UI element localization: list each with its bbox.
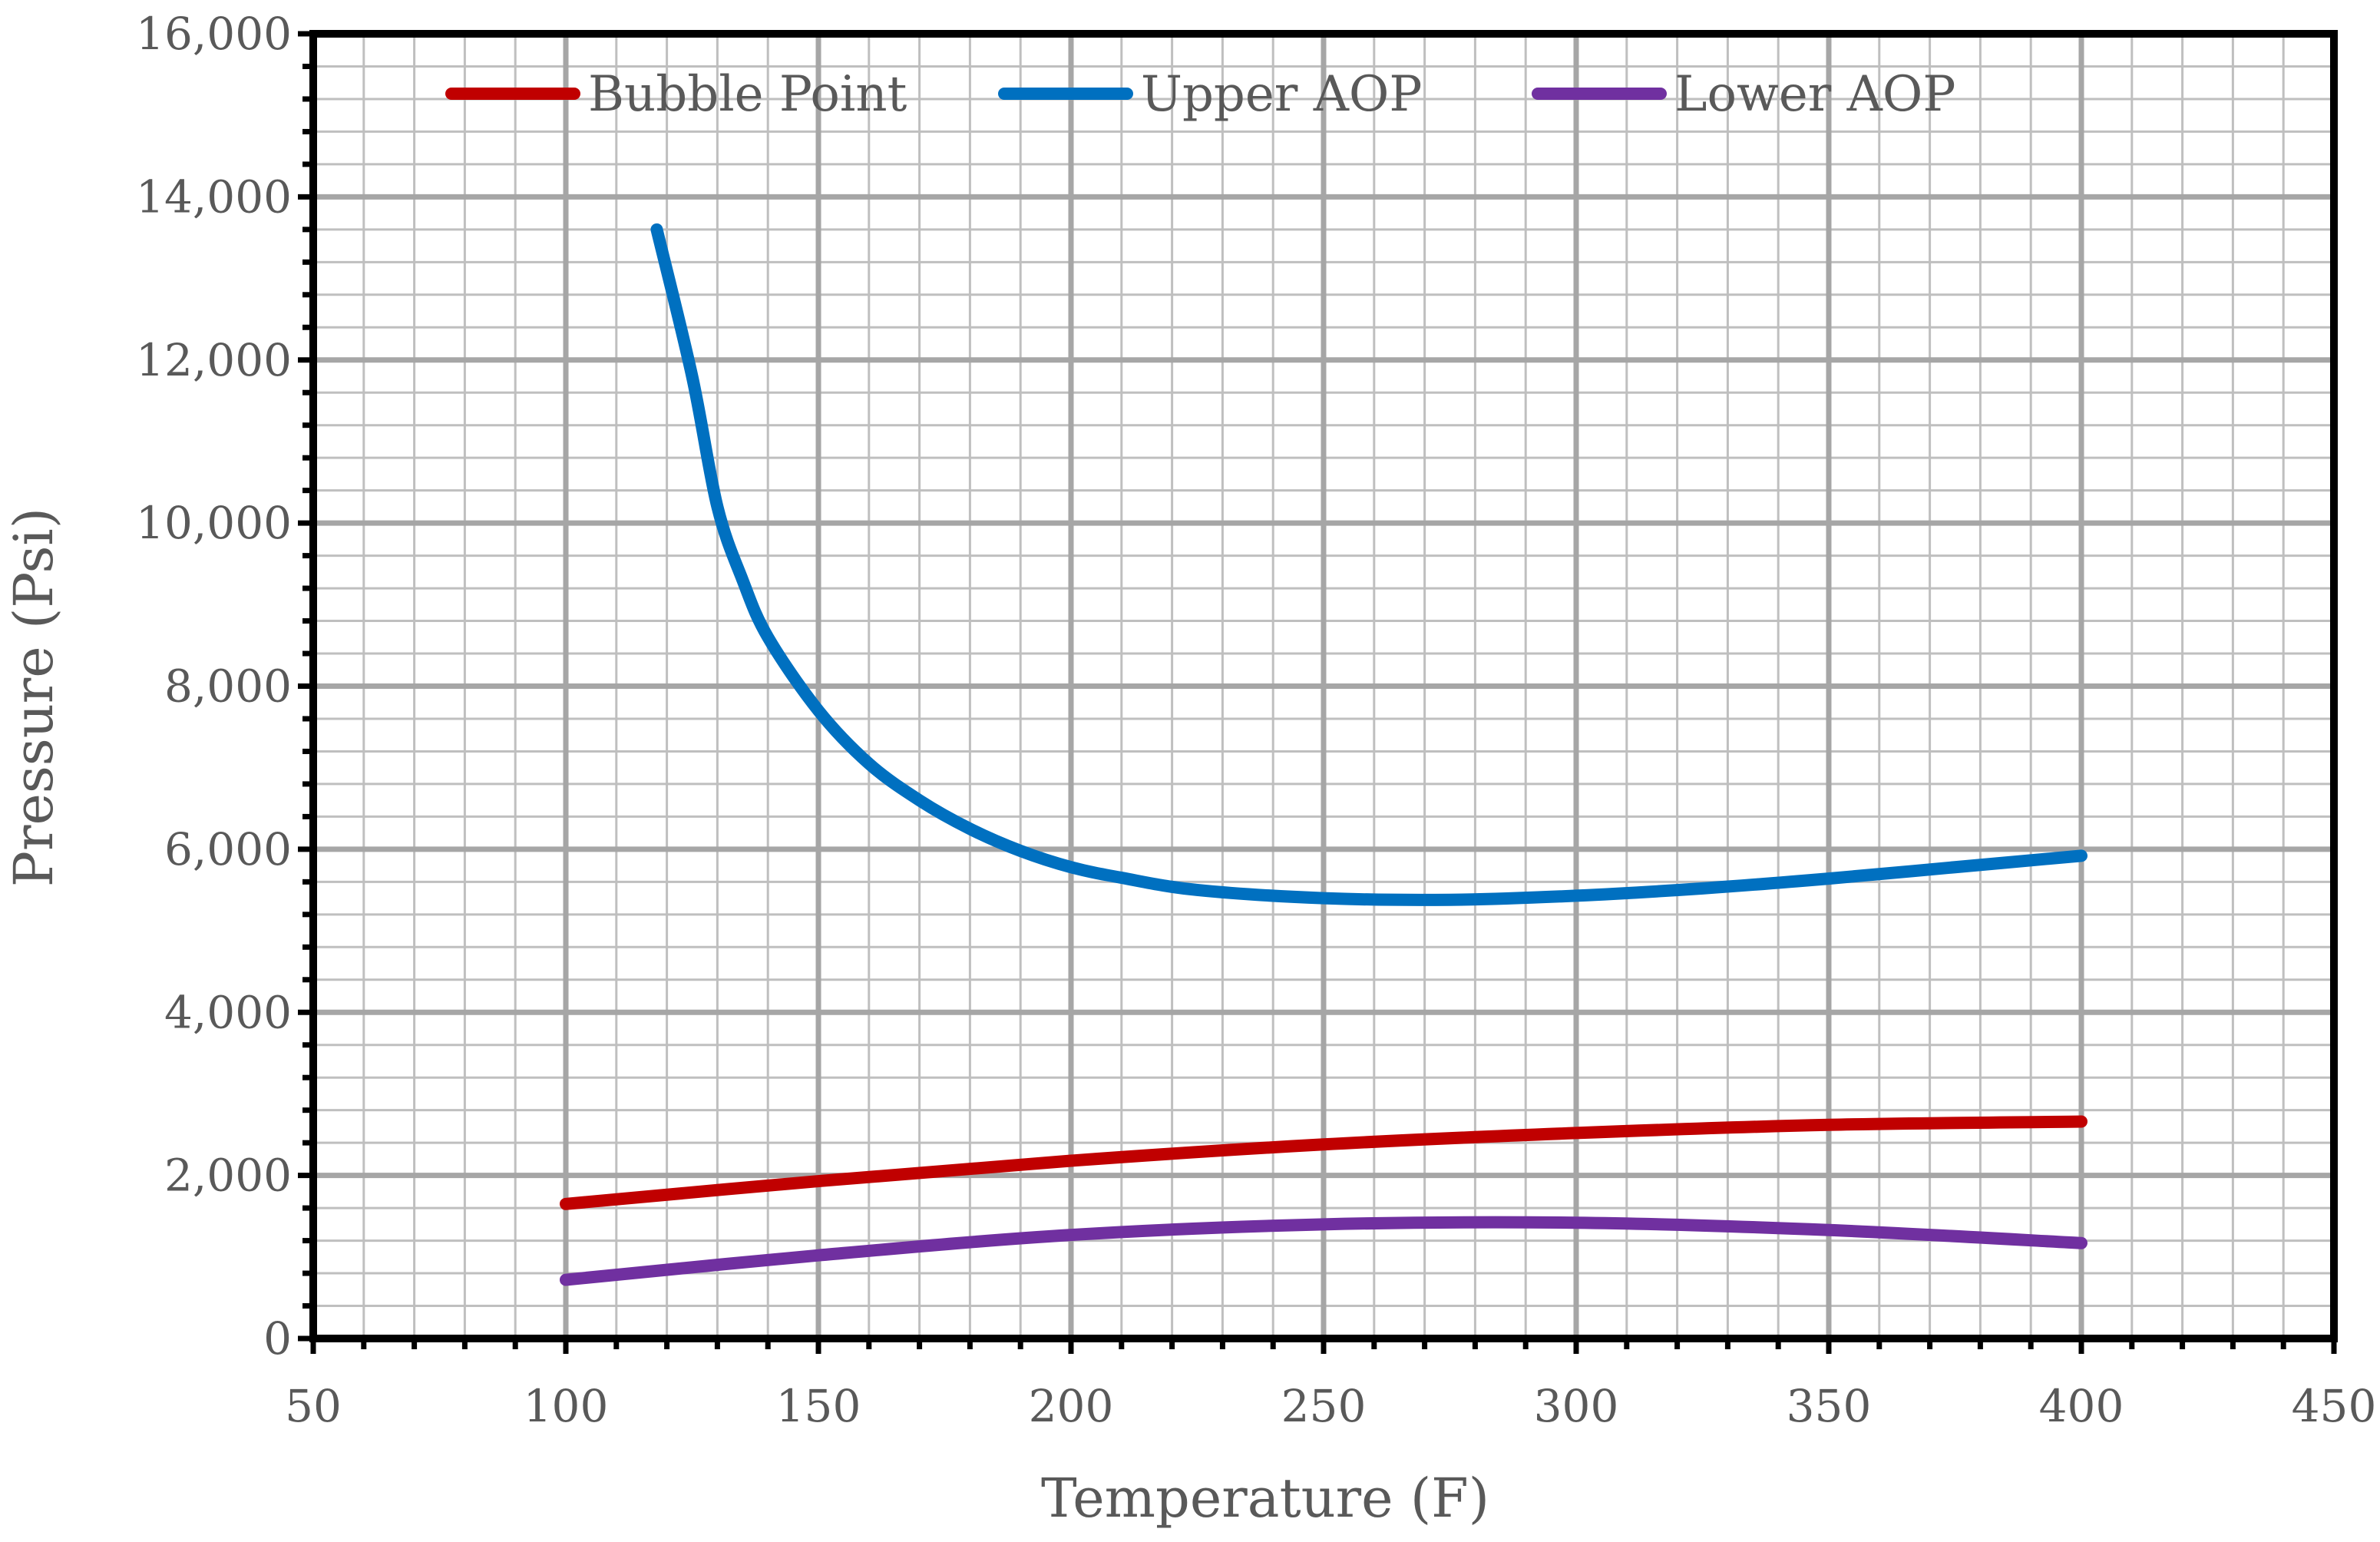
x-tick-label: 50 (285, 1380, 342, 1432)
y-axis-title: Pressure (Psi) (2, 508, 65, 887)
y-tick-label: 16,000 (136, 8, 292, 60)
axes-layer: 50 100 150 200 250 300 350 400 450 0 2,000 4,000 6,0… (136, 8, 2376, 1432)
legend: Bubble Point Upper AOP Lower AOP (445, 66, 1955, 123)
x-tick-label: 350 (1787, 1380, 1872, 1432)
legend-label-upper-aop: Upper AOP (1141, 66, 1422, 123)
y-tick-label: 14,000 (136, 170, 292, 223)
grid-major (313, 34, 2334, 1338)
x-tick-label: 200 (1029, 1380, 1114, 1432)
y-tick-label: 12,000 (136, 334, 292, 386)
y-tick-label: 4,000 (164, 986, 292, 1038)
x-tick-label: 300 (1534, 1380, 1619, 1432)
legend-label-lower-aop: Lower AOP (1674, 66, 1955, 123)
y-tick-label: 10,000 (136, 497, 292, 549)
y-tick-label: 2,000 (164, 1150, 292, 1202)
legend-label-bubble-point: Bubble Point (588, 66, 907, 123)
y-tick-label: 8,000 (164, 660, 292, 713)
series-line-lower-aop (560, 1216, 2087, 1286)
series-layer (560, 223, 2087, 1286)
x-tick-label: 250 (1281, 1380, 1367, 1432)
series-line-upper-aop (650, 223, 2087, 906)
y-tick-label: 0 (263, 1312, 292, 1365)
x-tick-label: 100 (524, 1380, 609, 1432)
series-line-bubble-point (560, 1115, 2087, 1210)
x-tick-label: 450 (2292, 1380, 2377, 1432)
y-tick-label: 6,000 (164, 823, 292, 875)
x-tick-label: 400 (2039, 1380, 2124, 1432)
x-axis-title: Temperature (F) (1041, 1467, 1489, 1530)
x-tick-label: 150 (776, 1380, 861, 1432)
